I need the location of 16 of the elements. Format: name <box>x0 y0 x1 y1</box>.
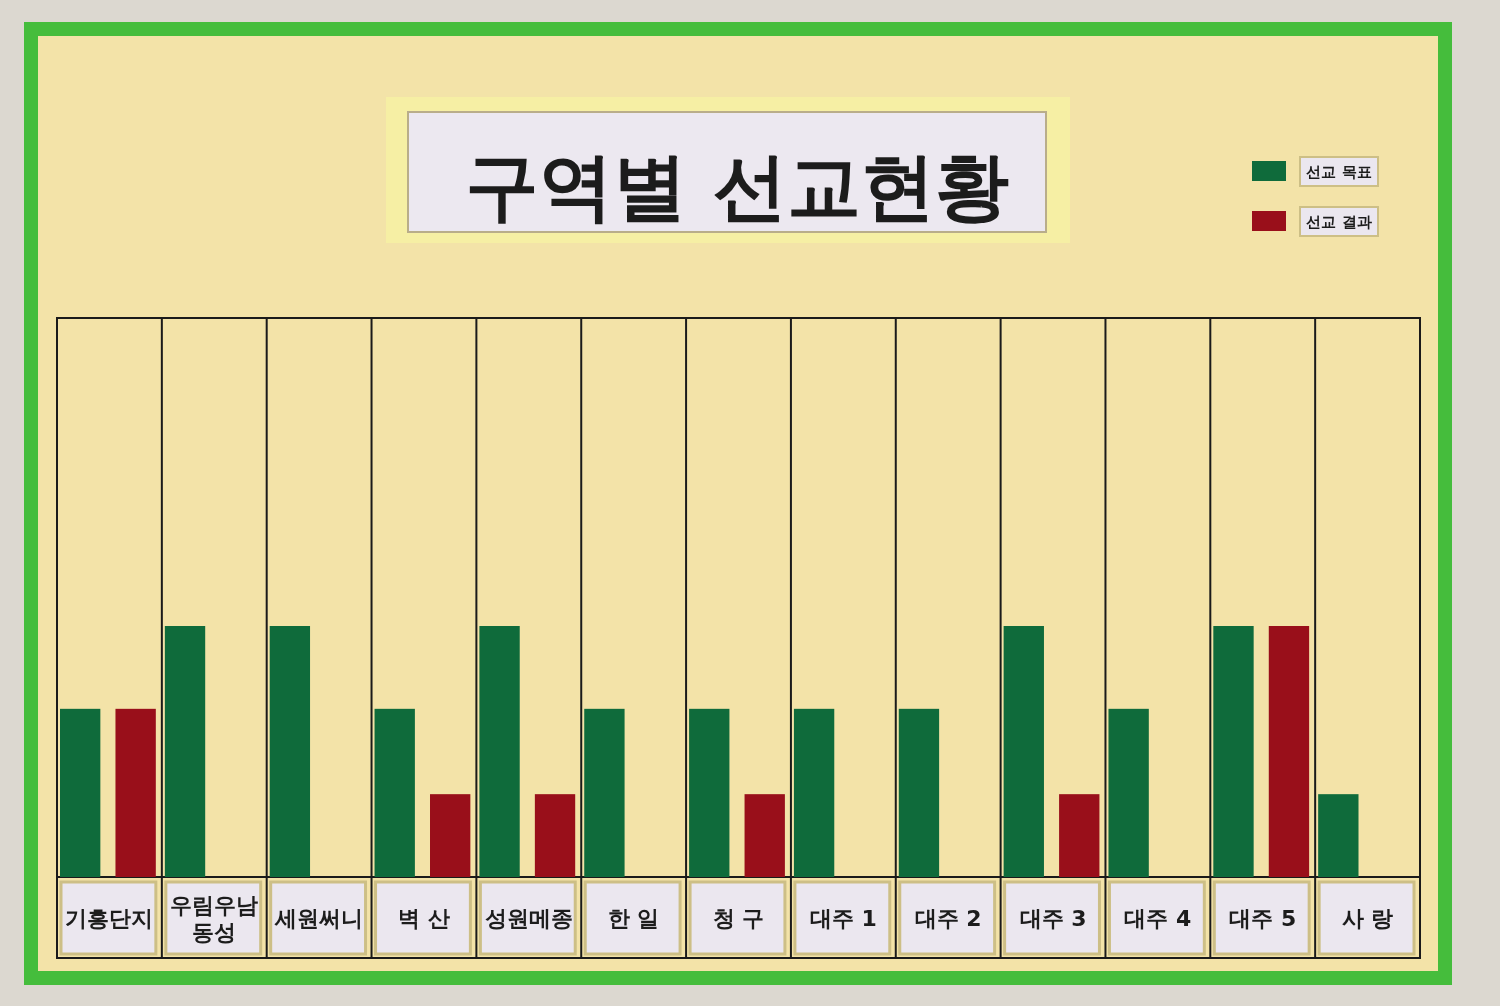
x-tick-label: 우림우남 동성 <box>170 893 259 945</box>
x-tick-label: 대주 4 <box>1124 906 1192 931</box>
legend-label: 선교 목표 <box>1306 163 1372 181</box>
chart-title: 구역별 선교현황 <box>465 143 1009 229</box>
x-tick-label: 기흥단지 <box>65 906 154 931</box>
x-tick-label: 한 일 <box>607 906 660 931</box>
x-tick-label: 성원메종 <box>484 906 573 931</box>
x-tick-label: 청 구 <box>712 906 765 931</box>
x-tick-label: 세원써니 <box>274 906 364 931</box>
x-tick-label: 벽 산 <box>398 906 450 931</box>
x-tick-label: 사 랑 <box>1341 906 1394 931</box>
legend-label: 선교 결과 <box>1306 213 1372 231</box>
x-tick-label: 대주 3 <box>1019 906 1087 931</box>
x-tick-label: 대주 5 <box>1229 906 1297 931</box>
x-tick-label: 대주 1 <box>809 906 877 931</box>
x-tick-label: 대주 2 <box>914 906 982 931</box>
